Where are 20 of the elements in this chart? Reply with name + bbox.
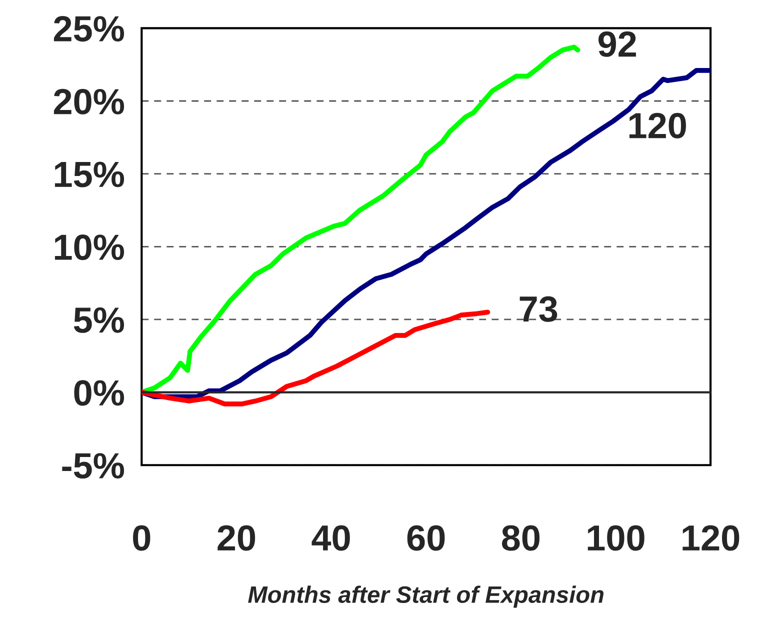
x-tick-label: 100 (588, 525, 644, 551)
line-series (142, 310, 490, 406)
y-tick-label: 20% (54, 88, 124, 114)
y-tick-label: 25% (54, 16, 124, 42)
x-tick-label: 20 (218, 525, 256, 551)
series-label: 92 (598, 31, 636, 57)
y-tick-label: -5% (62, 453, 124, 479)
y-tick-label: 5% (74, 307, 124, 333)
y-tick-label: 0% (74, 380, 124, 406)
y-tick-label: 15% (54, 162, 124, 188)
x-tick-label: 0 (133, 525, 150, 551)
series-label: 73 (520, 296, 558, 322)
series-label: 120 (629, 112, 686, 138)
x-tick-label: 80 (502, 525, 540, 551)
x-axis-title: Months after Start of Expansion (248, 586, 604, 608)
line-series (142, 68, 711, 400)
y-tick-label: 10% (54, 234, 124, 260)
x-tick-label: 40 (312, 525, 350, 551)
x-tick-label: 60 (407, 525, 445, 551)
x-tick-label: 120 (682, 525, 740, 551)
